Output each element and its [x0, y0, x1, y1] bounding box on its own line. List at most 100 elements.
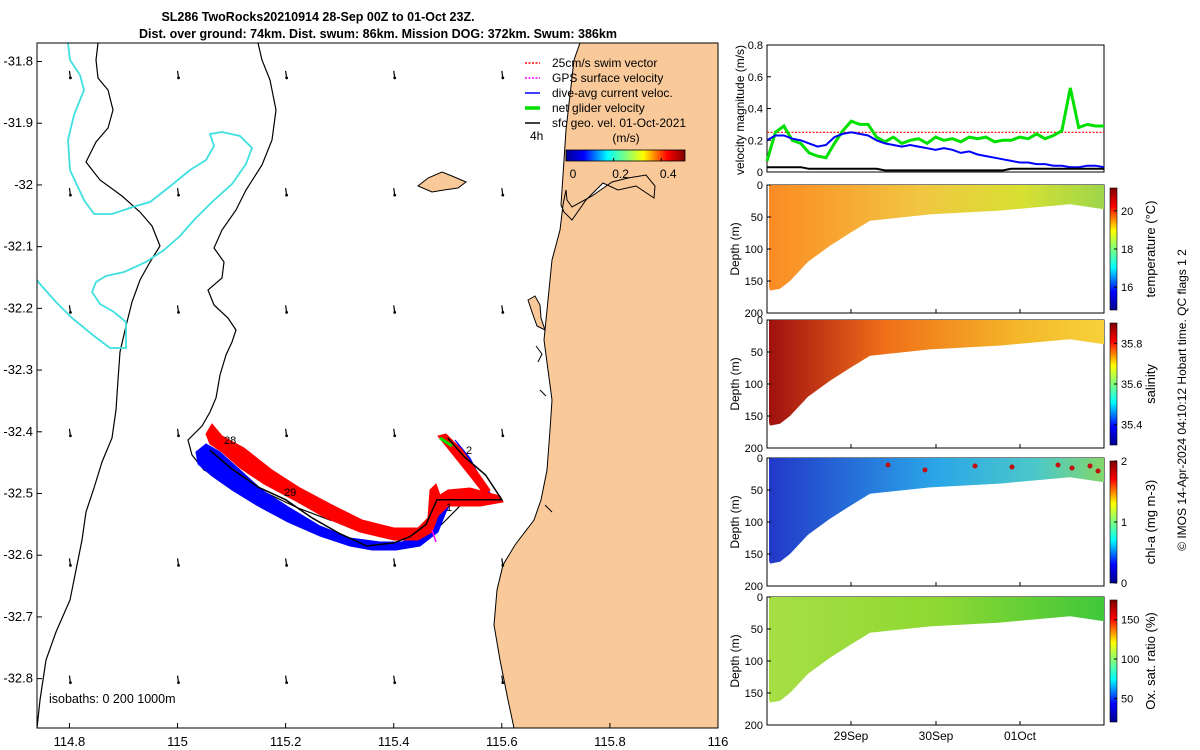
velocity-y-tick-label: 0.8: [748, 40, 763, 52]
section-data-field: [769, 320, 1104, 426]
track-label-28: 28: [224, 435, 236, 447]
section-y-tick-label: 200: [745, 308, 763, 320]
section-y-tick-label: 100: [745, 517, 763, 529]
colorbar-tick-label: 0.4: [660, 167, 677, 181]
colorbar-title: (m/s): [612, 131, 639, 145]
velocity-panel: 0 0.2 0.4 0.6 0.8 velocity magnitude (m/s): [733, 40, 1105, 179]
section-colorbar-tick-label: 100: [1121, 654, 1139, 666]
map-y-tick-label: -32.2: [3, 300, 33, 315]
velocity-series-net: [765, 87, 1104, 162]
sfc-velocity-arrow-head: [69, 76, 72, 80]
gps-velocity-mark: [431, 529, 437, 543]
section-colorbar-tick-label: 20: [1121, 206, 1133, 218]
section-ylabel: Depth (m): [728, 357, 742, 410]
section-data-field: [769, 185, 1104, 291]
map-legend: 25cm/s swim vector GPS surface velocity …: [525, 56, 686, 181]
sfc-velocity-arrow-head: [501, 76, 505, 80]
sfc-velocity-arrow-head: [177, 310, 180, 314]
sfc-velocity-arrow-head: [393, 434, 397, 438]
section-y-tick-label: 50: [751, 624, 763, 636]
map-y-tick-label: -32.4: [3, 424, 33, 439]
velocity-y-tick-label: 0.2: [748, 135, 763, 147]
colorbar-tick-label: 0.2: [612, 167, 629, 181]
map-y-tick-label: -32.3: [3, 362, 33, 377]
chl-hotspot: [885, 462, 891, 468]
chl-hotspot: [1009, 464, 1015, 470]
x-label-30sep: 30Sep: [919, 729, 954, 743]
section-y-tick-label: 150: [745, 411, 763, 423]
sfc-velocity-arrow-head: [285, 563, 289, 567]
sfc-velocity-arrow-head: [393, 563, 397, 567]
section-colorbar-tick-label: 150: [1121, 615, 1139, 627]
track-label-1: 1: [446, 502, 452, 514]
legend-label-gps: GPS surface velocity: [552, 71, 663, 85]
sfc-velocity-arrow-head: [501, 310, 505, 314]
swim-vector-swath-north: [437, 433, 491, 495]
sfc-velocity-arrow-head: [501, 193, 505, 197]
section-colorbar-tick-label: 35.8: [1121, 338, 1142, 350]
speed-colorbar-ticks: 0 0.2 0.4: [565, 158, 677, 181]
chl-hotspot: [972, 463, 978, 469]
glider-track: [209, 437, 504, 547]
section-colorbar-tick-label: 1: [1121, 517, 1127, 529]
map-x-tick-label: 115.8: [594, 734, 626, 749]
chl-hotspot: [1095, 468, 1101, 474]
velocity-y-tick-label: 0: [757, 167, 763, 179]
legend-entry-gps: GPS surface velocity: [525, 71, 663, 85]
map-x-tick-label: 116: [708, 734, 729, 749]
map-y-tick-label: -31.8: [3, 54, 33, 69]
net-velocity-mark: [439, 436, 453, 448]
section-3: 0 50 100 150 200 Depth (m) 50 100 150 Ox. sat. ra…: [728, 592, 1158, 732]
section-colorbar-label: chl-a (mg m-3): [1143, 480, 1158, 565]
isobath-1000m: [37, 43, 161, 728]
isobaths-label: isobaths: 0 200 1000m: [49, 692, 175, 706]
section-y-tick-label: 50: [751, 212, 763, 224]
map-island: [417, 171, 467, 193]
map-x-tick-label: 115.2: [270, 734, 302, 749]
velocity-series-sfc: [767, 166, 1104, 172]
legend-entry-net: net glider velocity: [525, 101, 645, 115]
sfc-velocity-arrows: [68, 70, 505, 685]
legend-time-label: 4h: [530, 129, 543, 143]
track-label-29: 29: [284, 487, 296, 499]
velocity-y-tick-label: 0.4: [748, 104, 763, 116]
section-y-tick-label: 100: [745, 379, 763, 391]
chl-hotspots: [885, 462, 1101, 474]
sfc-velocity-arrow-head: [285, 310, 289, 314]
section-y-tick-label: 150: [745, 276, 763, 288]
section-colorbar: [1109, 599, 1118, 723]
legend-label-net: net glider velocity: [552, 101, 645, 115]
map-y-tick-label: -32.8: [3, 671, 33, 686]
sfc-velocity-arrow-head: [285, 681, 289, 685]
section-y-tick-label: 0: [757, 315, 763, 327]
velocity-series-current: [766, 131, 1105, 169]
section-y-tick-label: 0: [757, 592, 763, 604]
figure-title-line1: SL286 TwoRocks20210914 28-Sep 00Z to 01-…: [161, 10, 474, 24]
sfc-velocity-arrow-head: [285, 193, 289, 197]
chl-hotspot: [1069, 465, 1075, 471]
track-label-2: 2: [466, 445, 472, 457]
speed-colorbar: [565, 149, 686, 162]
map-x-tick-label: 114.8: [54, 734, 86, 749]
sfc-velocity-arrow-head: [177, 681, 180, 685]
legend-entry-current: dive-avg current veloc.: [525, 86, 673, 100]
map-y-tick-label: -32.7: [3, 609, 33, 624]
sfc-velocity-arrow-head: [501, 681, 505, 685]
sfc-velocity-arrow-head: [177, 76, 180, 80]
map-coast-detail: [535, 345, 553, 513]
section-ylabel: Depth (m): [728, 634, 742, 687]
sfc-velocity-arrow-head: [177, 434, 180, 438]
section-colorbar-label: salinity: [1143, 364, 1158, 404]
section-colorbar-tick-label: 16: [1121, 282, 1133, 294]
sfc-velocity-arrow-head: [69, 310, 72, 314]
sfc-velocity-arrow-head: [393, 310, 397, 314]
section-2: 0 50 100 150 200 Depth (m) 0 1 2 chl-a (mg m-3): [728, 453, 1158, 593]
section-y-tick-label: 200: [745, 720, 763, 732]
section-colorbar-tick-label: 0: [1121, 578, 1127, 590]
sfc-velocity-arrow-head: [285, 76, 289, 80]
isobath-cyan: [37, 43, 254, 349]
velocity-ylabel: velocity magnitude (m/s): [733, 45, 747, 175]
legend-entry-sfc: sfc geo. vel. 01-Oct-2021: [525, 116, 686, 130]
